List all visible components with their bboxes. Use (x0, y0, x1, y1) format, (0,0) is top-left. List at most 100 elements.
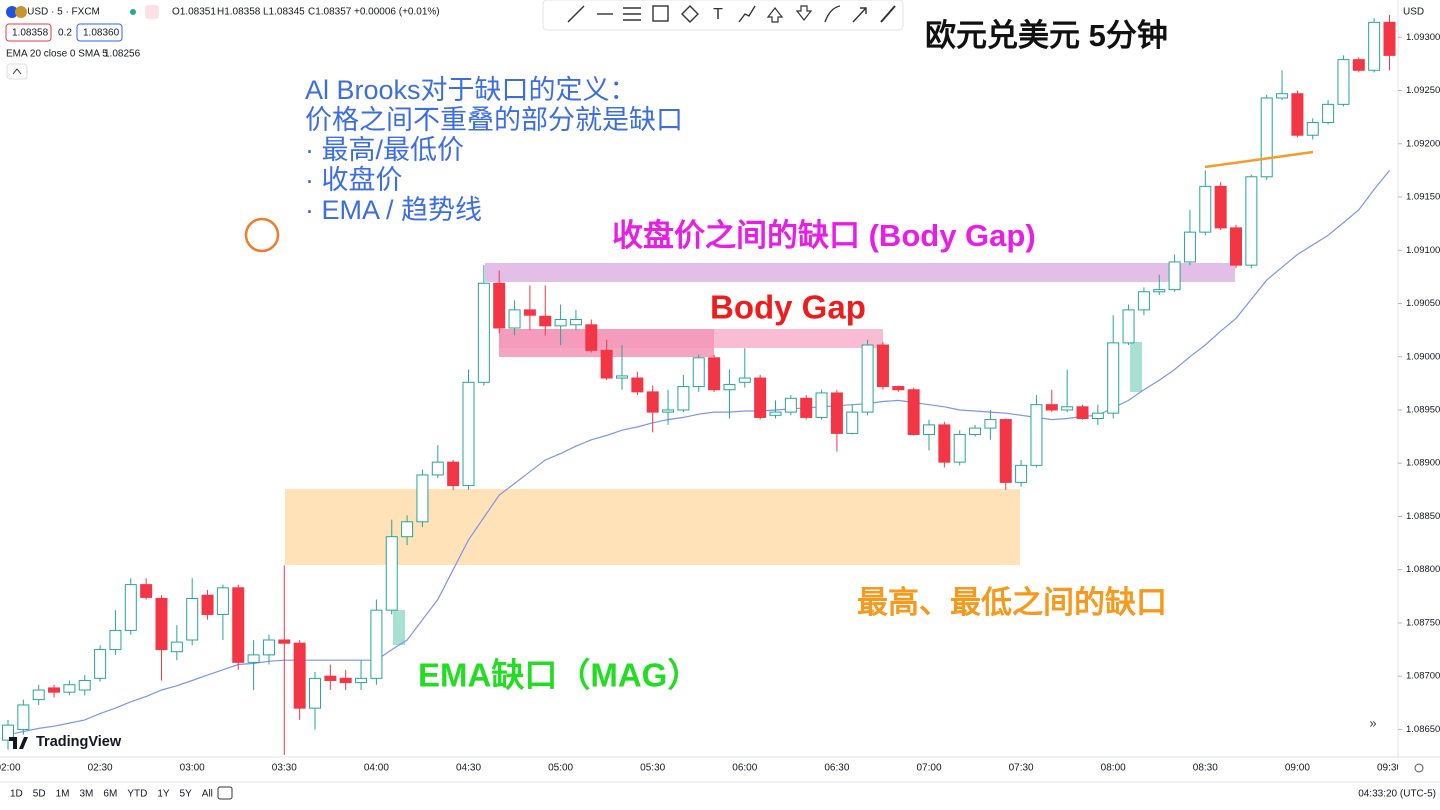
range-button[interactable]: YTD (127, 789, 147, 800)
annotation: EMA缺口（MAG） (418, 657, 700, 694)
tool-icon[interactable] (681, 5, 699, 23)
annotation: Al Brooks对于缺口的定义： (305, 75, 637, 105)
bid-box[interactable] (5, 23, 52, 42)
candle-body (815, 392, 828, 418)
candle-body (1291, 93, 1304, 136)
candle-body (401, 521, 414, 538)
y-tick-label: 1.09300 (1406, 32, 1440, 43)
x-tick-label: 02:30 (88, 763, 113, 774)
range-button[interactable]: 1D (10, 789, 23, 800)
candle-body (754, 377, 767, 418)
x-tick-label: 03:30 (272, 763, 297, 774)
y-tick-label: 1.09050 (1406, 298, 1440, 309)
x-tick-label: 08:00 (1101, 763, 1126, 774)
symbol-icon (6, 6, 18, 18)
candle-body (293, 642, 306, 709)
scroll-button[interactable] (1362, 713, 1384, 735)
flag[interactable] (145, 5, 159, 19)
candle-body (124, 584, 137, 631)
candle-body (1276, 93, 1289, 99)
annotation: 收盘价之间的缺口 (Body Gap) (612, 218, 1036, 253)
x-tick-label: 04:30 (456, 763, 481, 774)
candle-body (78, 679, 91, 691)
currency: USD (1403, 7, 1424, 18)
bid: 1.08358 (12, 28, 49, 39)
range-button[interactable]: 3M (80, 789, 94, 800)
collapse-button[interactable] (6, 63, 28, 80)
candle-body (1260, 97, 1273, 178)
currency-box[interactable] (1400, 4, 1426, 20)
tool-icon[interactable]: T (713, 6, 723, 23)
range-button[interactable]: 6M (103, 789, 117, 800)
collapse-icon (12, 68, 22, 75)
tool-icon[interactable] (852, 7, 867, 23)
drawing-toolbar: T (542, 0, 904, 31)
tool-icon[interactable] (824, 5, 841, 23)
tool-icon[interactable] (623, 7, 641, 21)
candle-body (1091, 412, 1104, 419)
range-bar: 1D 5D 1M 3M 6M YTD 1Y 5Y All (10, 789, 213, 800)
x-tick-label: 08:30 (1193, 763, 1218, 774)
range-button[interactable]: 1Y (157, 789, 170, 800)
candle-body (1383, 21, 1396, 56)
y-tick-label: 1.08750 (1406, 617, 1440, 628)
candle-body (738, 377, 751, 383)
candle-body (63, 684, 76, 693)
candle-body (539, 315, 552, 327)
x-tick-label: 07:30 (1009, 763, 1034, 774)
annotation: · 收盘价 (305, 165, 403, 195)
range-button[interactable]: 5Y (180, 789, 193, 800)
cursor-circle (244, 217, 280, 253)
candle-body (1107, 342, 1120, 414)
candle-body (861, 344, 874, 413)
date-range-icon[interactable] (217, 786, 233, 800)
ohlc: L1.08345 (263, 7, 305, 18)
candle-body (969, 427, 982, 435)
tool-icon[interactable] (652, 5, 669, 22)
x-tick-label: 04:00 (364, 763, 389, 774)
candle-body (109, 629, 122, 651)
spread: 0.2 (58, 28, 72, 39)
ema-gap-marker (393, 610, 405, 645)
candle-body (554, 318, 567, 327)
range-button[interactable]: 1M (56, 789, 70, 800)
status-dot (130, 9, 136, 15)
settings-icon[interactable] (1414, 763, 1424, 773)
candle-body (1183, 231, 1196, 263)
range-button[interactable]: All (202, 789, 213, 800)
candle-body (309, 677, 321, 709)
scroll-icon[interactable]: » (1369, 715, 1376, 730)
tool-icon[interactable] (795, 5, 813, 21)
candle-body (1322, 103, 1335, 123)
range-button[interactable]: 5D (33, 789, 46, 800)
candle-body (170, 641, 183, 653)
symbol-icon (15, 6, 27, 18)
close-gap-zone (485, 263, 1235, 282)
candle-body (723, 383, 736, 391)
ask-box[interactable] (76, 23, 123, 42)
candle-body (17, 704, 30, 730)
x-tick-label: 07:00 (916, 763, 941, 774)
x-tick-label: 05:30 (640, 763, 665, 774)
tool-icon[interactable] (738, 5, 756, 23)
tool-icon[interactable] (766, 7, 784, 23)
tool-icon[interactable] (567, 5, 585, 23)
y-tick-label: 1.09100 (1406, 245, 1440, 256)
symbol: EURUSD · 5 · FXCM (6, 7, 100, 18)
x-tick-label: 03:00 (180, 763, 205, 774)
candle-body (631, 377, 644, 393)
candle-body (662, 409, 675, 413)
clock: 04:33:20 (UTC-5) (1358, 789, 1436, 800)
candle-body (508, 309, 521, 329)
candle-body (447, 461, 460, 487)
y-tick-label: 1.09150 (1406, 192, 1440, 203)
y-tick-label: 1.08700 (1406, 671, 1440, 682)
tool-icon[interactable] (880, 5, 896, 23)
ohlc: C1.08357 (308, 7, 352, 18)
annotation: · EMA / 趋势线 (305, 195, 482, 225)
candle-body (600, 349, 613, 379)
y-tick-label: 1.08950 (1406, 404, 1440, 415)
candle-body (800, 397, 813, 418)
chart-title: 欧元兑美元 5分钟 (925, 18, 1168, 53)
